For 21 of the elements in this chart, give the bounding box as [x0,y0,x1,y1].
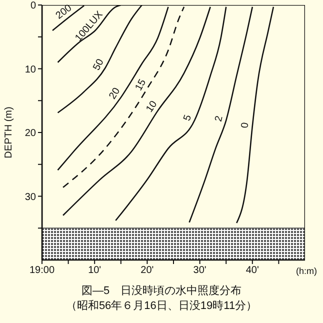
text: （昭和56年６月16日、日没19時11分） [64,299,258,314]
x-tick-label: 40' [246,265,259,276]
y-axis-title: DEPTH (m) [4,106,15,158]
y-tick-label: 10 [24,64,36,76]
text: 10 [144,98,160,115]
text: 5 [182,113,194,123]
y-tick-label: 20 [24,128,36,140]
y-tick-label: 30 [24,192,36,203]
text: 50 [91,57,107,72]
y-tick-label: 0 [30,0,36,12]
x-tick-label: 19:00 [29,265,55,276]
x-tick-label: 10' [88,265,102,276]
text: 図—5 日没時頃の水中照度分布 [80,284,243,299]
x-tick-label: 30' [193,265,206,276]
text: 20 [107,86,123,102]
text: 200 [54,2,74,22]
x-axis-title: (h:m) [296,266,317,276]
text: 0 [240,121,252,129]
x-tick-label: 20' [140,265,154,276]
text: 15 [134,77,149,93]
text: 2 [213,114,226,123]
